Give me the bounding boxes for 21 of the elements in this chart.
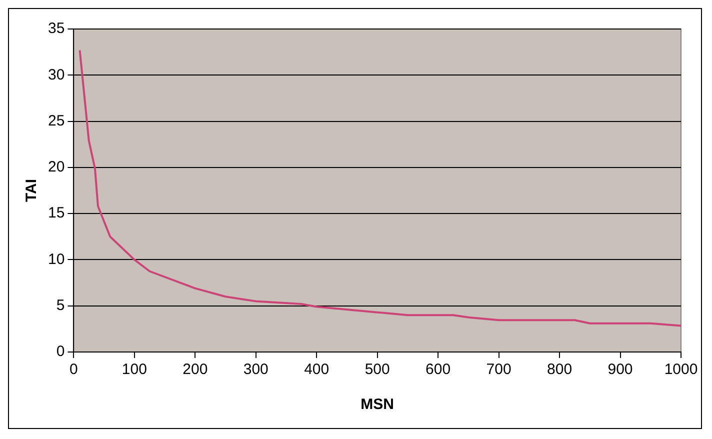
y-tick-label: 15	[48, 204, 65, 222]
y-tick-label: 20	[48, 158, 65, 176]
y-tick-label: 35	[48, 20, 65, 38]
y-tick-label: 10	[48, 250, 65, 268]
x-tick-label: 400	[304, 361, 330, 378]
x-tick-label: 900	[608, 361, 633, 378]
y-tick-label: 5	[56, 297, 65, 314]
x-tick-label: 700	[486, 361, 512, 378]
x-tick-label: 1000	[664, 361, 698, 378]
x-tick-label: 200	[182, 361, 208, 378]
y-tick-label: 0	[56, 343, 65, 360]
x-tick-label: 300	[243, 361, 268, 378]
x-axis-title: MSN	[360, 396, 394, 414]
x-tick-label: 600	[426, 361, 451, 378]
x-tick-label: 500	[364, 361, 390, 378]
y-tick-label: 25	[48, 112, 65, 130]
y-tick-label: 30	[48, 66, 65, 84]
x-tick-label: 0	[70, 361, 78, 378]
x-tick-label: 100	[122, 361, 147, 378]
x-tick-label: 800	[547, 361, 572, 378]
y-axis-title: TAI	[23, 178, 40, 202]
